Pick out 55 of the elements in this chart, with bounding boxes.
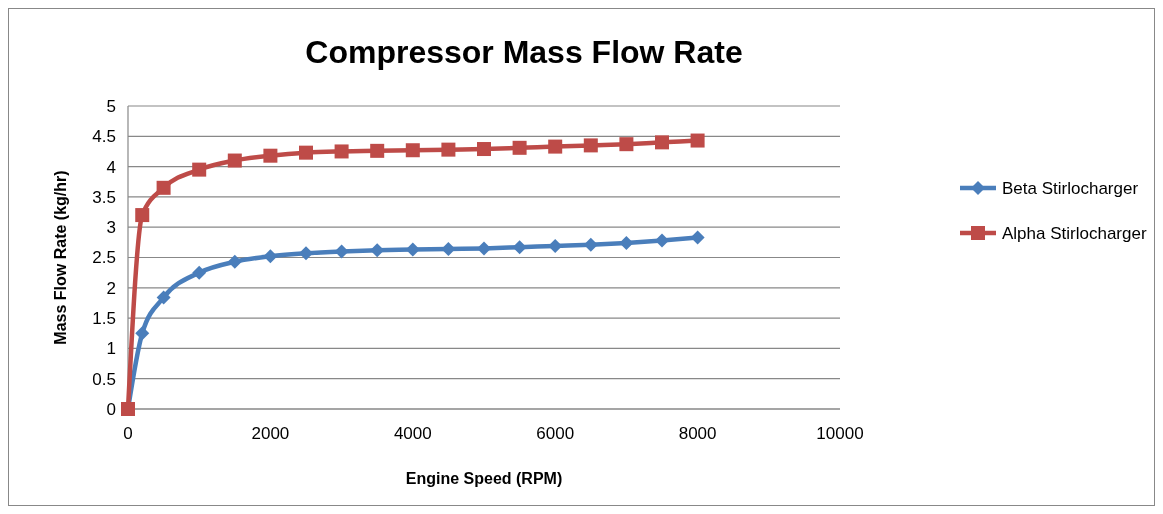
- point: [512, 140, 527, 155]
- point: [583, 138, 598, 153]
- point: [156, 180, 171, 195]
- y-tick-label: 4.5: [92, 127, 116, 147]
- point: [135, 326, 150, 341]
- point: [477, 142, 491, 157]
- point: [227, 254, 242, 269]
- point: [135, 208, 150, 223]
- point: [512, 240, 527, 255]
- y-tick-label: 2.5: [92, 248, 116, 268]
- x-tick-label: 10000: [816, 424, 864, 443]
- point: [477, 241, 491, 256]
- x-tick-label: 6000: [536, 424, 575, 443]
- y-axis-title: Mass Flow Rate (kg/hr): [52, 170, 69, 345]
- legend-label: Beta Stirlocharger: [1002, 178, 1139, 198]
- y-tick-label: 4: [106, 157, 116, 177]
- x-tick-label: 8000: [678, 424, 717, 443]
- point: [370, 143, 385, 158]
- y-tick-label: 1.5: [92, 309, 116, 329]
- x-tick-label: 4000: [393, 424, 432, 443]
- point: [619, 137, 634, 152]
- point: [156, 290, 171, 305]
- y-tick-label: 2: [106, 278, 116, 298]
- point: [370, 243, 385, 258]
- point: [192, 265, 207, 280]
- x-tick-label: 0: [123, 424, 133, 443]
- point: [227, 153, 242, 168]
- point: [405, 242, 420, 257]
- point: [690, 133, 705, 148]
- point: [334, 144, 349, 159]
- point: [334, 244, 349, 259]
- point: [192, 162, 207, 177]
- point: [441, 142, 456, 157]
- point: [299, 145, 313, 160]
- point: [441, 242, 456, 257]
- x-tick-label: 2000: [251, 424, 290, 443]
- point: [583, 237, 598, 252]
- y-tick-label: 0.5: [92, 369, 116, 389]
- point: [619, 235, 634, 250]
- point: [690, 230, 705, 245]
- point: [405, 143, 420, 158]
- point: [548, 139, 563, 154]
- y-tick-label: 0: [106, 399, 116, 419]
- y-tick-label: 1: [106, 339, 116, 359]
- y-tick-label: 3: [106, 218, 116, 238]
- legend-label: Alpha Stirlocharger: [1002, 223, 1147, 243]
- point: [299, 246, 313, 261]
- point: [263, 148, 278, 163]
- x-axis-title: Engine Speed (RPM): [405, 470, 563, 487]
- y-tick-label: 3.5: [92, 187, 116, 207]
- chart-title: Compressor Mass Flow Rate: [305, 34, 743, 70]
- point: [263, 249, 278, 264]
- point: [655, 135, 669, 150]
- point: [655, 233, 669, 248]
- y-tick-label: 5: [106, 96, 116, 116]
